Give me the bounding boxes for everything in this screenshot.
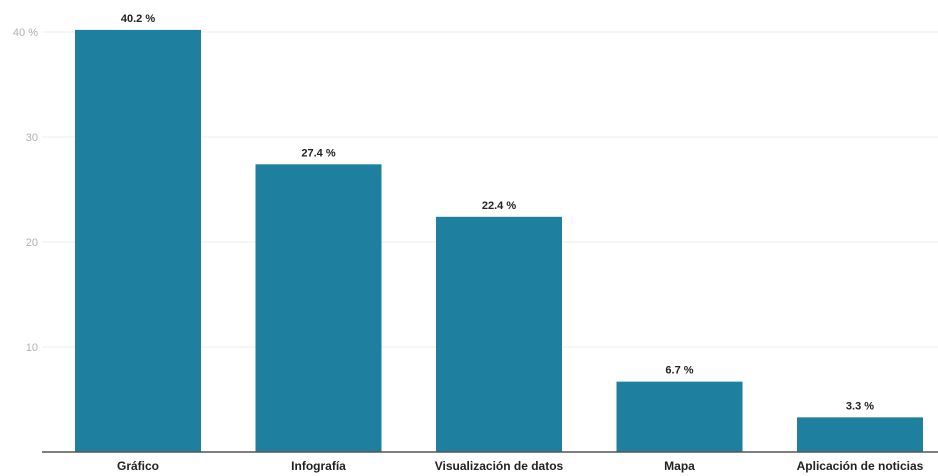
bar — [616, 381, 743, 452]
y-tick-label: 40 % — [13, 27, 38, 39]
data-labels: 40.2 % 27.4 % 22.4 % 6.7 % 3.3 % — [121, 13, 874, 412]
data-label: 3.3 % — [846, 400, 874, 412]
data-label: 40.2 % — [121, 13, 155, 25]
y-tick-label: 30 — [26, 132, 38, 144]
bar — [436, 216, 562, 452]
x-tick-label: Aplicación de noticias — [797, 459, 924, 473]
bar — [75, 29, 201, 453]
data-label: 22.4 % — [482, 200, 516, 212]
y-tick-label: 10 — [26, 342, 38, 354]
y-axis-ticks: 10 20 30 40 % — [13, 27, 38, 354]
x-tick-label: Infografía — [291, 459, 346, 473]
data-label: 27.4 % — [301, 147, 335, 159]
y-tick-label: 20 — [26, 237, 38, 249]
bar — [797, 417, 923, 452]
x-tick-label: Visualización de datos — [435, 459, 564, 473]
x-axis-labels: Gráfico Infografía Visualización de datos M… — [117, 459, 924, 473]
data-label: 6.7 % — [665, 365, 693, 377]
x-tick-label: Gráfico — [117, 459, 159, 473]
bars — [75, 29, 923, 453]
bar — [255, 164, 382, 453]
x-tick-label: Mapa — [664, 459, 695, 473]
